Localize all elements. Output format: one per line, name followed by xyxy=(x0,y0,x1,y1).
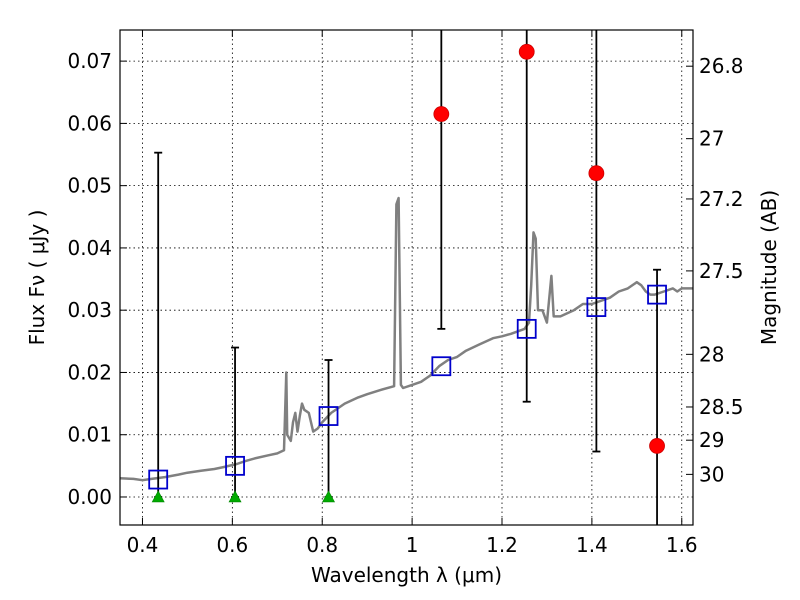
grid xyxy=(120,30,693,525)
magnitude-tick-label: 27 xyxy=(699,127,724,151)
magnitude-tick-label: 29 xyxy=(699,428,724,452)
model-point xyxy=(318,406,339,426)
magnitude-tick-label: 27.2 xyxy=(699,187,744,211)
y-tick-label: 0.06 xyxy=(67,111,112,135)
model-point xyxy=(586,297,607,317)
magnitude-tick-label: 28 xyxy=(699,342,724,366)
x-axis-ticks: 0.4 0.6 0.8 1 1.2 1.4 1.6 xyxy=(127,30,698,557)
observed-points xyxy=(433,43,665,454)
x-tick-label: 0.4 xyxy=(127,533,159,557)
nondetection-marker xyxy=(228,490,242,503)
model-point xyxy=(225,455,245,476)
magnitude-tick-label: 26.8 xyxy=(699,54,744,78)
plot-frame xyxy=(119,29,694,526)
x-tick-label: 0.6 xyxy=(216,533,248,557)
x-tick-label: 0.8 xyxy=(306,533,338,557)
x-tick-label: 1.4 xyxy=(576,533,608,557)
y-tick-label: 0.01 xyxy=(67,423,112,447)
observed-point xyxy=(588,165,605,182)
nondetection-marker xyxy=(151,490,165,503)
magnitude-tick-label: 28.5 xyxy=(699,395,744,419)
model-point xyxy=(647,284,667,305)
error-bars xyxy=(154,30,662,525)
observed-point xyxy=(518,43,535,60)
model-spectrum xyxy=(119,196,693,482)
observed-point xyxy=(433,106,450,122)
nondetection-markers xyxy=(151,490,336,503)
x-tick-label: 1.6 xyxy=(666,533,698,557)
magnitude-tick-label: 27.5 xyxy=(699,259,744,283)
x-axis-title: Wavelength λ (μm) xyxy=(311,563,502,587)
y-axis-title: Flux Fν ( μJy ) xyxy=(25,210,49,346)
y-tick-label: 0.03 xyxy=(67,298,112,322)
x-tick-label: 1 xyxy=(406,533,419,557)
spectrum-line xyxy=(119,196,693,482)
model-point xyxy=(516,318,537,339)
model-point xyxy=(431,356,452,377)
x-tick-label: 1.2 xyxy=(486,533,518,557)
y-tick-label: 0.07 xyxy=(67,49,112,73)
magnitude-axis-ticks: 26.8 27 27.2 27.5 28 28.5 29 30 xyxy=(686,54,744,486)
y-axis-ticks: 0.00 0.01 0.02 0.03 0.04 0.05 0.06 0.07 xyxy=(67,49,127,509)
magnitude-axis-title: Magnitude (AB) xyxy=(757,190,781,345)
magnitude-tick-label: 30 xyxy=(699,462,724,486)
model-points xyxy=(148,284,667,490)
model-point xyxy=(148,469,169,490)
observed-point xyxy=(649,438,665,454)
y-tick-label: 0.04 xyxy=(67,236,112,260)
nondetection-marker xyxy=(322,490,336,503)
y-tick-label: 0.02 xyxy=(67,360,112,384)
y-tick-label: 0.05 xyxy=(67,174,112,198)
y-tick-label: 0.00 xyxy=(67,485,112,509)
